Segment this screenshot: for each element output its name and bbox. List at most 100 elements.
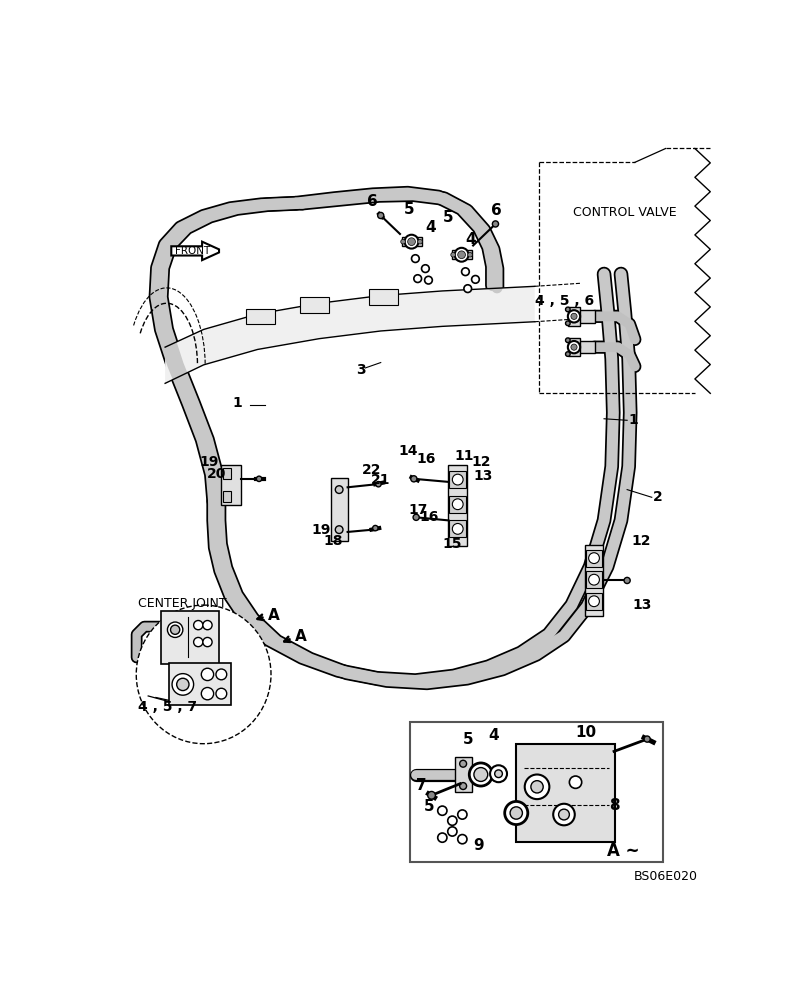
Bar <box>448 496 466 513</box>
Circle shape <box>201 687 213 700</box>
Circle shape <box>447 827 457 836</box>
Text: 19: 19 <box>311 523 330 537</box>
Bar <box>410 722 662 862</box>
Circle shape <box>467 252 472 257</box>
Circle shape <box>564 307 569 312</box>
Text: 1: 1 <box>233 396 242 410</box>
Text: 16: 16 <box>416 452 435 466</box>
Circle shape <box>167 622 182 637</box>
Bar <box>579 341 594 353</box>
Circle shape <box>201 668 213 681</box>
Text: A: A <box>267 608 279 623</box>
Bar <box>299 297 328 312</box>
Circle shape <box>588 574 599 585</box>
Circle shape <box>643 736 650 742</box>
Text: 5: 5 <box>403 202 414 217</box>
Text: 4 , 5 , 7: 4 , 5 , 7 <box>138 700 197 714</box>
Circle shape <box>450 252 455 257</box>
Text: 4: 4 <box>425 220 436 235</box>
Text: 3: 3 <box>356 363 365 377</box>
Circle shape <box>437 833 446 842</box>
Circle shape <box>177 678 189 691</box>
Circle shape <box>452 474 462 485</box>
Text: CENTER JOINT: CENTER JOINT <box>138 597 226 610</box>
Circle shape <box>567 310 579 323</box>
Bar <box>451 250 471 259</box>
Bar <box>369 289 398 305</box>
Ellipse shape <box>136 605 271 744</box>
Circle shape <box>457 251 465 259</box>
Text: 10: 10 <box>575 725 596 740</box>
Circle shape <box>170 625 179 634</box>
Circle shape <box>558 809 569 820</box>
Bar <box>161 611 219 664</box>
Text: 12: 12 <box>471 455 491 469</box>
Circle shape <box>509 807 521 819</box>
Circle shape <box>490 765 506 782</box>
Text: 17: 17 <box>408 503 427 517</box>
Text: 7: 7 <box>416 778 427 793</box>
Bar <box>330 478 347 541</box>
Circle shape <box>424 276 431 284</box>
Circle shape <box>193 620 203 630</box>
Circle shape <box>457 810 466 819</box>
Circle shape <box>524 775 549 799</box>
Circle shape <box>417 239 422 244</box>
Text: A: A <box>294 629 306 644</box>
Circle shape <box>452 499 462 510</box>
Text: 13: 13 <box>632 598 651 612</box>
Text: 20: 20 <box>207 467 225 481</box>
Text: 6: 6 <box>490 203 501 218</box>
Text: 13: 13 <box>473 469 492 483</box>
Circle shape <box>570 313 577 319</box>
Text: 8: 8 <box>608 798 619 813</box>
Text: 4: 4 <box>488 728 499 744</box>
Circle shape <box>335 526 342 533</box>
Circle shape <box>564 352 569 356</box>
Circle shape <box>452 523 462 534</box>
Text: A ~: A ~ <box>607 842 639 860</box>
Bar <box>516 744 614 842</box>
Circle shape <box>372 525 378 531</box>
Text: 4 , 5 , 6: 4 , 5 , 6 <box>534 294 593 308</box>
Circle shape <box>421 265 429 272</box>
Circle shape <box>624 577 629 584</box>
Text: CONTROL VALVE: CONTROL VALVE <box>573 206 676 219</box>
Circle shape <box>447 816 457 825</box>
Text: 21: 21 <box>371 473 390 487</box>
Circle shape <box>569 776 581 788</box>
Text: 19: 19 <box>199 455 218 469</box>
Circle shape <box>375 482 380 487</box>
Text: 5: 5 <box>442 210 453 225</box>
Circle shape <box>567 341 579 353</box>
Circle shape <box>407 238 415 246</box>
Circle shape <box>256 476 261 482</box>
Text: 9: 9 <box>473 838 483 853</box>
Bar <box>579 310 594 323</box>
Bar <box>567 307 579 326</box>
Text: 6: 6 <box>367 194 377 209</box>
Circle shape <box>474 768 487 781</box>
Circle shape <box>570 344 577 350</box>
Text: 4: 4 <box>465 232 475 247</box>
Circle shape <box>411 255 418 262</box>
Circle shape <box>491 221 498 227</box>
Text: 14: 14 <box>398 444 418 458</box>
Circle shape <box>437 806 446 815</box>
Circle shape <box>461 268 469 276</box>
Bar <box>448 520 466 537</box>
Circle shape <box>588 596 599 607</box>
Text: 5: 5 <box>423 799 434 814</box>
Bar <box>585 550 602 567</box>
Circle shape <box>203 637 212 647</box>
Circle shape <box>494 770 502 778</box>
Bar <box>454 757 471 792</box>
Text: 16: 16 <box>418 510 438 524</box>
Circle shape <box>459 760 466 767</box>
Circle shape <box>564 338 569 343</box>
Circle shape <box>454 248 468 262</box>
Bar <box>585 593 602 610</box>
Circle shape <box>172 674 193 695</box>
Text: BS06E020: BS06E020 <box>633 870 697 883</box>
Bar <box>584 545 603 616</box>
